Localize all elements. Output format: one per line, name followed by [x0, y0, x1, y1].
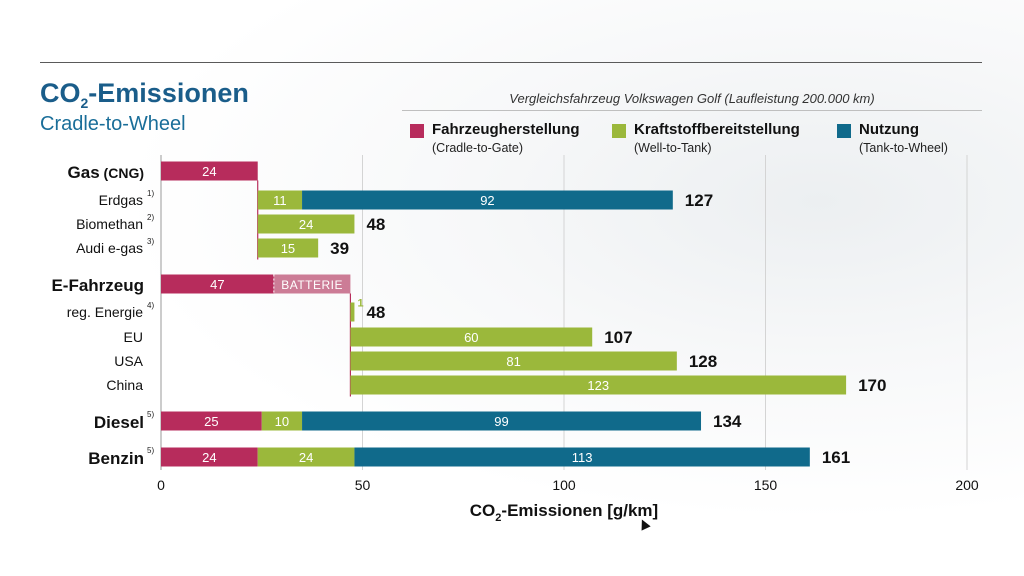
bar-segment-fuel — [350, 375, 847, 395]
x-tick-label: 200 — [955, 477, 979, 493]
row-label: USA — [114, 353, 143, 369]
row-label: Audi e-gas — [76, 240, 143, 256]
bar-segment-fuel — [257, 190, 303, 210]
row-footnote: 5) — [147, 410, 154, 419]
bar-segment-fuel — [261, 411, 303, 431]
bar-segment-use — [354, 447, 810, 467]
bar-total-label: 161 — [822, 448, 850, 467]
row-label: China — [106, 377, 143, 393]
chart-title: CO2-Emissionen — [40, 78, 249, 111]
chart-subtitle: Cradle-to-Wheel — [40, 113, 186, 135]
x-tick-label: 50 — [355, 477, 371, 493]
note-divider — [402, 110, 982, 111]
bar-total-label: 107 — [604, 328, 632, 347]
bar-segment-manufacturing — [161, 274, 274, 294]
bar-value-label: BATTERIE — [281, 278, 343, 292]
x-tick-label: 100 — [552, 477, 576, 493]
comparison-vehicle-note: Vergleichsfahrzeug Volkswagen Golf (Lauf… — [509, 91, 875, 106]
bar-segment-fuel — [350, 351, 677, 371]
bar-value-label: 92 — [480, 193, 494, 208]
bar-total-label: 170 — [858, 376, 886, 395]
bar-value-label: 10 — [275, 414, 289, 429]
bar-value-label: 25 — [204, 414, 218, 429]
bar-total-label: 39 — [330, 239, 349, 258]
x-axis-label: CO2-Emissionen [g/km] — [470, 501, 658, 524]
bar-value-label: 99 — [494, 414, 508, 429]
row-footnote: 4) — [147, 301, 154, 310]
bar-value-label: 24 — [202, 450, 216, 465]
row-footnote: 2) — [147, 213, 154, 222]
bar-segment-use — [302, 411, 702, 431]
bar-value-label: 24 — [299, 450, 313, 465]
bar-segment-use — [302, 190, 673, 210]
row-label: Diesel — [94, 413, 144, 432]
bar-value-label: 60 — [464, 330, 478, 345]
row-footnote: 3) — [147, 237, 154, 246]
top-divider — [40, 62, 982, 63]
legend-sublabel: (Well-to-Tank) — [634, 141, 712, 155]
bar-value-label: 15 — [281, 241, 295, 256]
legend-label: Fahrzeugherstellung — [432, 121, 580, 138]
row-label: EU — [124, 329, 143, 345]
bar-total-label: 128 — [689, 352, 717, 371]
bar-segment-manufacturing — [161, 447, 258, 467]
legend-swatch-manufacturing — [410, 124, 424, 138]
bar-value-label: 24 — [202, 164, 216, 179]
legend-swatch-fuel — [612, 124, 626, 138]
bar-segment-manufacturing — [161, 411, 262, 431]
x-tick-label: 150 — [754, 477, 778, 493]
x-tick-label: 0 — [157, 477, 165, 493]
legend-label: Kraftstoffbereitstellung — [634, 121, 800, 138]
bar-value-label: 113 — [572, 450, 593, 465]
row-label: Erdgas — [99, 192, 143, 208]
row-label: E-Fahrzeug — [51, 276, 144, 295]
bar-segment-fuel — [257, 447, 355, 467]
row-footnote: 1) — [147, 189, 154, 198]
bar-segment-manufacturing — [161, 161, 258, 181]
legend-label: Nutzung — [859, 121, 919, 138]
bar-segment-fuel — [257, 238, 319, 258]
bar-segment-fuel — [350, 327, 593, 347]
bar-value-label: 11 — [273, 193, 287, 208]
row-footnote: 5) — [147, 446, 154, 455]
bar-value-label: 1 — [357, 298, 363, 310]
legend-sublabel: (Tank-to-Wheel) — [859, 141, 948, 155]
legend-sublabel: (Cradle-to-Gate) — [432, 141, 523, 155]
bar-total-label: 134 — [713, 412, 742, 431]
row-label: reg. Energie — [67, 304, 143, 320]
bar-total-label: 127 — [685, 191, 713, 210]
bar-value-label: 123 — [587, 378, 609, 393]
row-label: Biomethan — [76, 216, 143, 232]
bar-value-label: 24 — [299, 217, 313, 232]
bar-segment-fuel — [257, 214, 355, 234]
bar-total-label: 48 — [366, 303, 385, 322]
bar-value-label: 81 — [506, 354, 520, 369]
bar-segment-fuel — [350, 302, 355, 322]
bar-value-label: 47 — [210, 277, 224, 292]
legend-swatch-use — [837, 124, 851, 138]
row-label: Benzin — [88, 449, 144, 468]
bar-total-label: 48 — [366, 215, 385, 234]
bar-segment-battery — [273, 274, 351, 294]
row-label: Gas (CNG) — [68, 163, 144, 182]
